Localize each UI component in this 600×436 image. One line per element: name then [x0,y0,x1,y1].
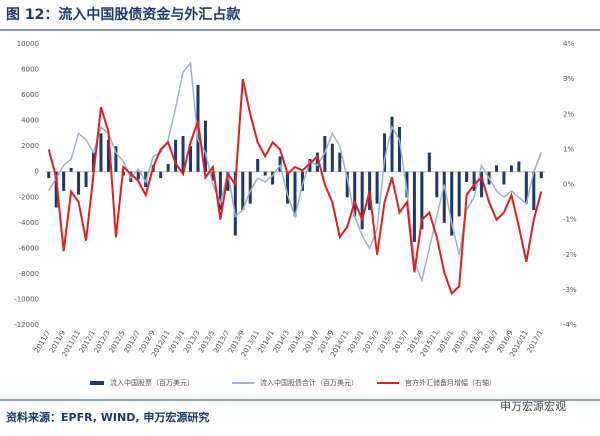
bar [114,146,118,172]
bar [450,171,454,236]
y2-tick-label: 4% [563,40,574,48]
y-tick-label: 0 [35,168,39,176]
line [47,78,543,296]
bar [99,133,103,172]
bar [397,127,401,172]
y-tick-label: 4000 [21,117,39,125]
y-tick-label: -10000 [14,295,39,303]
bar [524,171,528,204]
y-tick-label: -2000 [19,193,39,201]
bar [338,152,342,172]
y2-tick-label: -3% [563,286,577,294]
bar [345,171,349,198]
bar [241,171,245,211]
bar [494,165,498,172]
bar [390,116,394,172]
bar [136,171,140,180]
bar [174,139,178,172]
y-tick-label: -6000 [19,244,39,252]
bar [330,143,334,172]
bar [315,152,319,172]
y2-tick-label: 2% [563,110,574,118]
bar [293,171,297,217]
bar [502,171,506,185]
bar [92,152,96,172]
bar [465,171,469,182]
bar [457,171,461,217]
bar [435,171,439,198]
y2-tick-label: 0% [563,181,574,189]
bar [218,171,222,211]
bar [539,171,543,179]
bar [375,171,379,204]
bar [405,171,409,198]
bar [383,133,387,172]
bar [442,171,446,223]
bar [189,146,193,172]
bar [300,171,304,191]
bar [159,171,163,179]
bar [226,171,230,191]
bar [84,171,88,188]
watermark: 申万宏源宏观 [500,399,566,413]
y-tick-label: -8000 [19,270,39,278]
y-tick-label: -12000 [14,321,39,329]
chart-title: 图 12：流入中国股债资金与外汇占款 [6,6,241,23]
bar [353,171,357,217]
bar [69,167,73,172]
bar [203,120,207,172]
bar [286,171,290,204]
y2-tick-label: 1% [563,145,574,153]
bar [308,158,312,172]
bar [420,171,424,230]
bar [509,165,513,172]
bar [412,171,416,242]
legend-label: 流入中国股债合计（百万美元） [260,378,358,387]
bar [166,164,170,172]
line [48,61,542,283]
bar [532,171,536,211]
bar [472,171,476,191]
y2-tick-label: -1% [563,216,577,224]
bar [233,171,237,236]
bar [517,161,521,172]
y-tick-label: 10000 [17,40,39,48]
bar [480,171,484,198]
y2-tick-label: -4% [563,321,577,329]
legend-label: 官方外汇储备月增幅（右轴） [405,378,496,387]
bar [181,135,185,172]
source: 资料来源：EPFR, WIND, 申万宏源研究 [6,410,209,424]
bar [106,139,110,172]
bar [248,171,252,204]
bar [211,171,215,181]
y-tick-label: 2000 [21,142,39,150]
bar [368,171,372,211]
bar [271,171,275,185]
bar [256,158,260,172]
bar [54,171,58,208]
y2-tick-label: 3% [563,75,574,83]
y-tick-label: -4000 [19,219,39,227]
y-tick-label: 8000 [21,66,39,74]
bar [62,171,66,191]
y-tick-label: 6000 [21,91,39,99]
bar [47,171,51,179]
bar [77,171,81,195]
bar [360,171,364,230]
y2-tick-label: -2% [563,251,577,259]
bar [263,171,267,176]
bar [427,152,431,172]
legend-swatch [90,381,104,385]
legend-label: 流入中国股票（百万美元） [110,378,194,387]
